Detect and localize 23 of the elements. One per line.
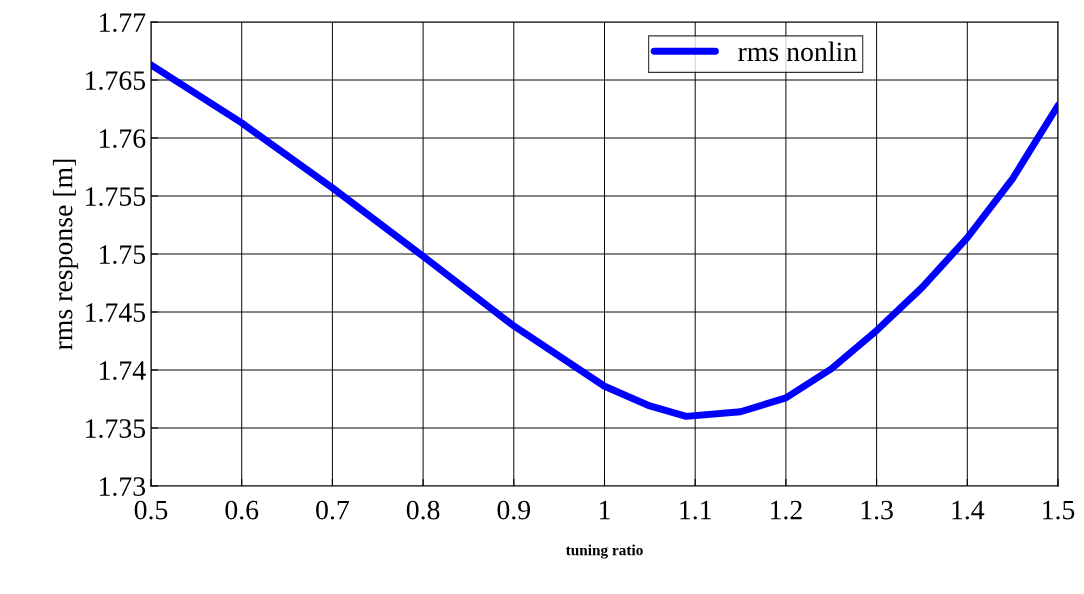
x-tick-label: 0.6 [225, 500, 259, 520]
x-tick-label: 0.9 [497, 500, 531, 520]
x-tick-label: 1.5 [1043, 500, 1075, 520]
x-tick-label: 1.1 [680, 500, 711, 520]
y-tick-label: 1.74 [99, 361, 146, 381]
x-tick-label: 1 [600, 500, 610, 520]
x-tick-label: 0.8 [406, 500, 440, 520]
y-tick-label: 1.735 [86, 419, 146, 439]
legend-label: rms nonlin [738, 41, 857, 62]
y-tick-label: 1.765 [86, 71, 146, 91]
x-axis-title: tuning ratio [565, 544, 643, 559]
y-tick-label: 1.76 [99, 129, 146, 149]
y-tick-label: 1.755 [86, 187, 146, 207]
x-tick-label: 0.5 [134, 500, 168, 520]
y-axis-title: rms response [m] [52, 159, 79, 350]
x-tick-label: 1.2 [770, 500, 802, 520]
y-tick-label: 1.73 [99, 477, 146, 497]
x-tick-label: 0.7 [316, 500, 349, 520]
y-tick-label: 1.745 [86, 303, 146, 323]
y-tick-label: 1.77 [99, 13, 146, 33]
x-tick-label: 1.3 [861, 500, 893, 520]
y-tick-label: 1.75 [99, 245, 146, 265]
x-tick-label: 1.4 [952, 500, 985, 520]
